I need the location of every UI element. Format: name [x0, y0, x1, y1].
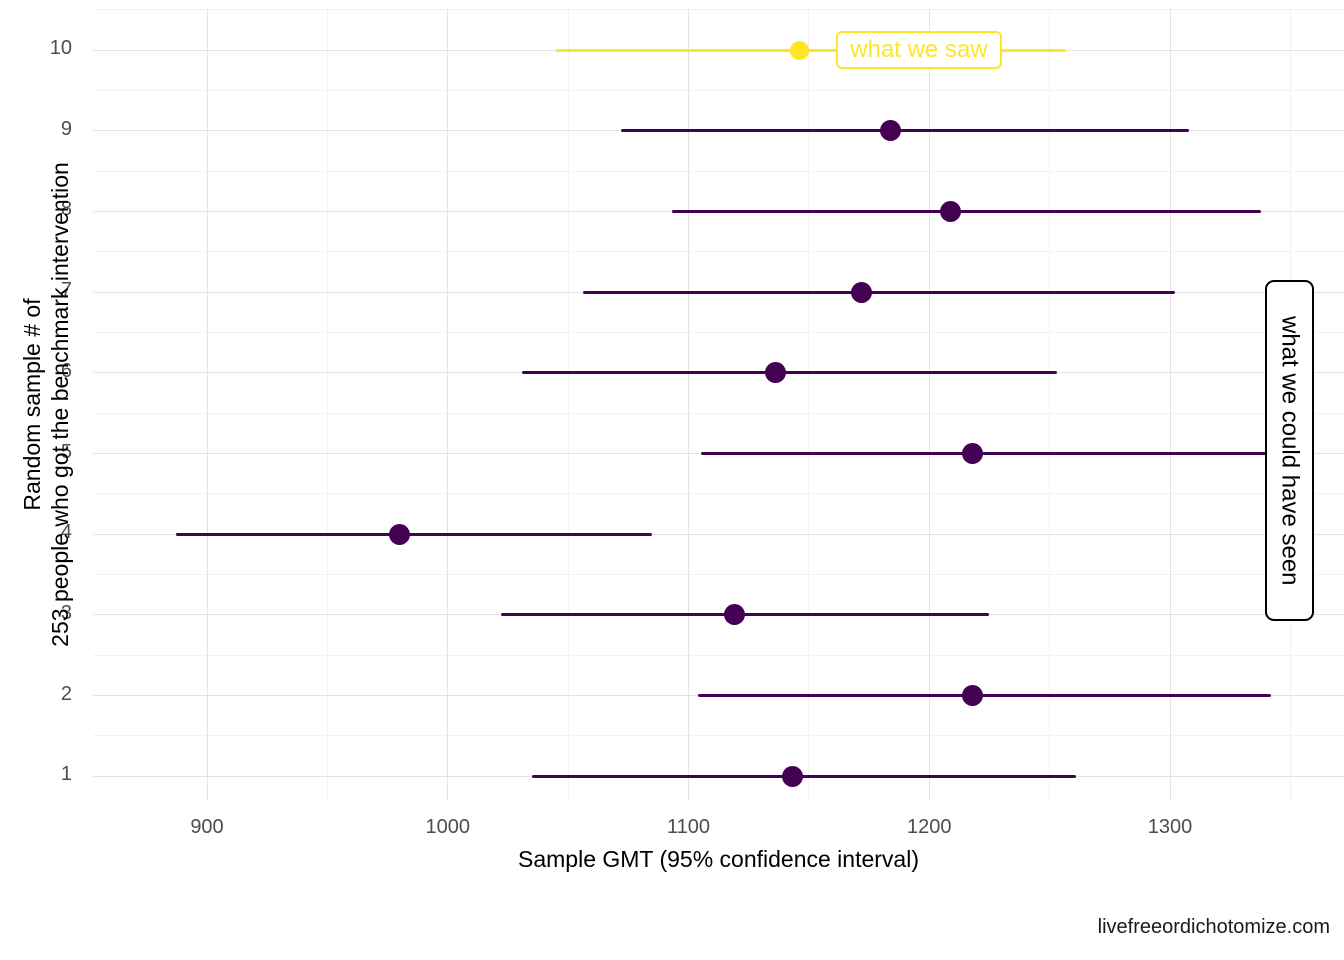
y-tick-label: 3 — [60, 601, 72, 624]
gridline-x-major — [447, 9, 449, 800]
gridline-y-minor — [93, 654, 1344, 656]
x-tick-label: 1200 — [907, 816, 952, 838]
gridline-y-minor — [93, 89, 1344, 91]
x-tick-label: 1000 — [425, 816, 471, 838]
estimate-point — [962, 443, 984, 464]
interval-line — [175, 532, 653, 536]
interval-line — [556, 48, 1067, 52]
interval-line — [582, 290, 1175, 294]
interval-line — [621, 129, 1190, 133]
estimate-point — [764, 362, 786, 384]
gridline-x-minor — [326, 9, 328, 800]
gridline-y-minor — [93, 493, 1344, 495]
y-tick-label: 4 — [60, 521, 72, 544]
caption: livefreeordichotomize.com — [1097, 916, 1330, 938]
gridline-x-minor — [808, 9, 810, 800]
interval-line — [700, 452, 1279, 455]
gridline-y-minor — [93, 170, 1344, 172]
y-tick-label: 5 — [60, 440, 72, 463]
y-tick-label: 8 — [60, 198, 72, 221]
x-tick-label: 900 — [190, 816, 224, 838]
gridline-x-minor — [1049, 9, 1051, 800]
what-we-saw-label-text: what we saw — [850, 36, 988, 63]
estimate-point — [781, 765, 803, 787]
what-we-could-have-seen-label: what we could have seen — [1265, 280, 1314, 621]
gridline-y-minor — [93, 251, 1344, 253]
y-tick-label: 2 — [60, 682, 72, 705]
estimate-point — [880, 120, 902, 142]
interval-line — [500, 613, 990, 617]
gridline-x-major — [1169, 9, 1171, 800]
x-tick-label: 1300 — [1147, 816, 1193, 838]
y-tick-label: 10 — [49, 37, 72, 59]
estimate-point — [962, 685, 984, 707]
what-we-saw-label: what we saw — [836, 31, 1002, 69]
estimate-point — [851, 281, 873, 303]
gridline-y-minor — [93, 9, 1344, 11]
interval-line — [698, 694, 1272, 698]
y-axis-title-line1: Random sample # of — [19, 298, 45, 511]
y-axis-title-line2: 253 people who got the benchmark interve… — [47, 162, 73, 647]
gridline-y-minor — [93, 574, 1344, 576]
estimate-point — [940, 200, 962, 222]
gridline-x-major — [206, 9, 208, 800]
gridline-x-minor — [567, 9, 569, 800]
y-axis-title: Random sample # of 253 people who got th… — [18, 9, 74, 800]
interval-line — [522, 371, 1057, 375]
what-we-could-have-seen-text: what we could have seen — [1276, 315, 1304, 586]
y-tick-label: 1 — [60, 763, 72, 786]
y-tick-label: 6 — [60, 359, 72, 382]
interval-line — [671, 209, 1262, 213]
gridline-x-major — [928, 9, 930, 800]
estimate-point — [723, 604, 745, 626]
x-tick-label: 1100 — [666, 816, 710, 838]
gridline-y-minor — [93, 331, 1344, 333]
gridline-y-minor — [93, 735, 1344, 737]
gridline-x-major — [688, 9, 689, 800]
y-tick-label: 7 — [60, 279, 72, 302]
estimate-point — [389, 523, 411, 545]
gridline-y-minor — [93, 412, 1344, 414]
interval-line — [532, 774, 1077, 778]
y-tick-label: 9 — [60, 117, 72, 140]
gridline-y-major — [93, 533, 1344, 535]
x-axis-title: Sample GMT (95% confidence interval) — [518, 846, 919, 872]
estimate-point — [789, 40, 809, 60]
